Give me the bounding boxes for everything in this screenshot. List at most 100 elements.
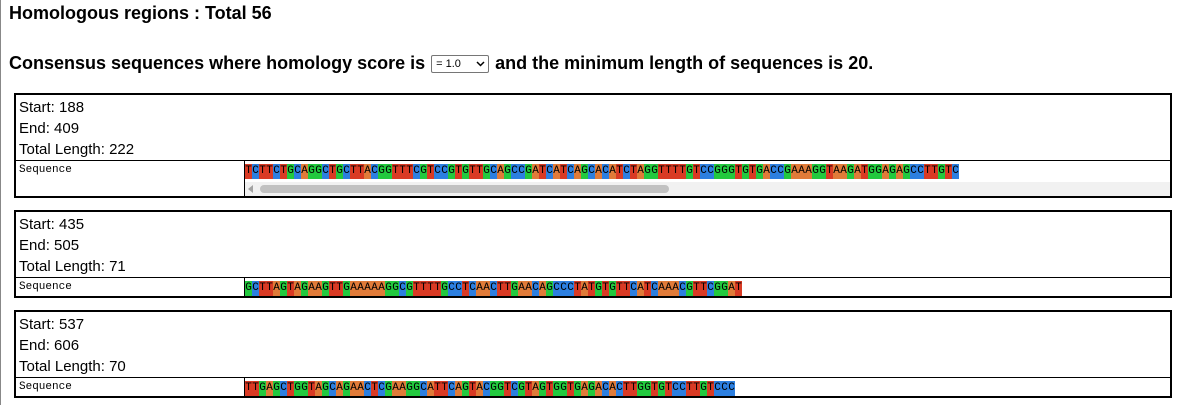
nucleotide: T xyxy=(651,381,658,396)
region-start: Start: 435 xyxy=(19,216,85,233)
sequence-label: Sequence xyxy=(16,161,245,196)
nucleotide: G xyxy=(847,164,854,179)
nucleotide: C xyxy=(616,381,623,396)
nucleotide: A xyxy=(315,281,322,296)
nucleotide: A xyxy=(427,381,434,396)
nucleotide: A xyxy=(273,281,280,296)
nucleotide: G xyxy=(483,164,490,179)
nucleotide: T xyxy=(693,164,700,179)
nucleotide: C xyxy=(917,164,924,179)
nucleotide: T xyxy=(427,164,434,179)
region-total-length: Total Length: 70 xyxy=(19,358,126,375)
nucleotide: A xyxy=(301,164,308,179)
nucleotide: G xyxy=(868,164,875,179)
nucleotide: T xyxy=(735,164,742,179)
nucleotide: T xyxy=(602,281,609,296)
nucleotide: T xyxy=(266,281,273,296)
nucleotide: T xyxy=(945,164,952,179)
nucleotide: C xyxy=(721,381,728,396)
nucleotide: T xyxy=(399,164,406,179)
nucleotide: A xyxy=(350,381,357,396)
nucleotide: T xyxy=(287,381,294,396)
nucleotide: T xyxy=(266,164,273,179)
nucleotide: C xyxy=(777,164,784,179)
nucleotide: G xyxy=(245,281,252,296)
nucleotide: G xyxy=(756,164,763,179)
nucleotide: C xyxy=(322,164,329,179)
nucleotide: A xyxy=(581,381,588,396)
nucleotide: G xyxy=(714,281,721,296)
nucleotide: T xyxy=(693,381,700,396)
nucleotide: G xyxy=(819,164,826,179)
nucleotide: A xyxy=(581,281,588,296)
nucleotide: A xyxy=(539,281,546,296)
nucleotide: G xyxy=(385,381,392,396)
consensus-heading: Consensus sequences where homology score… xyxy=(9,53,873,74)
nucleotide: G xyxy=(728,164,735,179)
nucleotide: T xyxy=(455,164,462,179)
nucleotide: T xyxy=(434,381,441,396)
region-start: Start: 188 xyxy=(19,99,85,116)
nucleotide: A xyxy=(882,164,889,179)
nucleotide: C xyxy=(364,381,371,396)
nucleotide: A xyxy=(357,281,364,296)
nucleotide: G xyxy=(287,164,294,179)
homology-score-select[interactable]: = 1.0 xyxy=(431,54,490,73)
nucleotide: A xyxy=(798,164,805,179)
nucleotide: T xyxy=(357,164,364,179)
nucleotide: G xyxy=(406,281,413,296)
nucleotide: T xyxy=(931,164,938,179)
window-left-border xyxy=(0,0,1,405)
nucleotide: A xyxy=(763,164,770,179)
sequence-cell: TCTTCTGCAGGCTGCTTACGGTTTCGTCCGTGTTGCAGCC… xyxy=(245,161,1170,196)
nucleotide: G xyxy=(637,381,644,396)
nucleotide: G xyxy=(280,281,287,296)
nucleotide: C xyxy=(560,281,567,296)
nucleotide: G xyxy=(441,281,448,296)
region-info: Start: 188 End: 409 Total Length: 222 xyxy=(16,95,1170,160)
sequence-text: GCTTAGTAGAAGTTGAAAAAGGCGTTTTGCCTCAACTTGA… xyxy=(245,281,1170,296)
nucleotide: T xyxy=(329,281,336,296)
nucleotide: T xyxy=(287,281,294,296)
nucleotide: T xyxy=(469,381,476,396)
nucleotide: T xyxy=(504,381,511,396)
nucleotide: T xyxy=(441,381,448,396)
nucleotide: G xyxy=(595,281,602,296)
nucleotide: T xyxy=(434,281,441,296)
nucleotide: A xyxy=(357,381,364,396)
sequence-label: Sequence xyxy=(16,278,245,296)
nucleotide: T xyxy=(574,281,581,296)
region-end: End: 505 xyxy=(19,237,80,254)
nucleotide: A xyxy=(665,281,672,296)
nucleotide: A xyxy=(378,281,385,296)
nucleotide: G xyxy=(686,281,693,296)
sequence-label: Sequence xyxy=(16,378,245,396)
nucleotide: T xyxy=(420,281,427,296)
nucleotide: T xyxy=(504,281,511,296)
nucleotide: T xyxy=(630,381,637,396)
nucleotide: G xyxy=(875,164,882,179)
nucleotide: G xyxy=(553,381,560,396)
nucleotide: T xyxy=(616,164,623,179)
sequence-row: Sequence GCTTAGTAGAAGTTGAAAAAGGCGTTTTGCC… xyxy=(16,277,1170,296)
nucleotide: G xyxy=(448,164,455,179)
scrollbar-thumb[interactable] xyxy=(260,185,669,193)
horizontal-scrollbar[interactable] xyxy=(245,182,1170,196)
nucleotide: A xyxy=(371,281,378,296)
sequence-cell: GCTTAGTAGAAGTTGAAAAAGGCGTTTTGCCTCAACTTGA… xyxy=(245,278,1170,296)
nucleotide: A xyxy=(833,164,840,179)
region-end: End: 606 xyxy=(19,337,80,354)
nucleotide: G xyxy=(392,281,399,296)
nucleotide: A xyxy=(791,164,798,179)
consensus-suffix: and the minimum length of sequences is 2… xyxy=(495,53,874,73)
region-total-length: Total Length: 222 xyxy=(19,141,135,158)
scroll-left-arrow-icon[interactable] xyxy=(248,185,253,193)
nucleotide: C xyxy=(490,164,497,179)
nucleotide: G xyxy=(420,164,427,179)
nucleotide: A xyxy=(497,164,504,179)
nucleotide: G xyxy=(315,164,322,179)
nucleotide: C xyxy=(602,164,609,179)
nucleotide: C xyxy=(294,164,301,179)
nucleotide: A xyxy=(350,281,357,296)
nucleotide: G xyxy=(938,164,945,179)
